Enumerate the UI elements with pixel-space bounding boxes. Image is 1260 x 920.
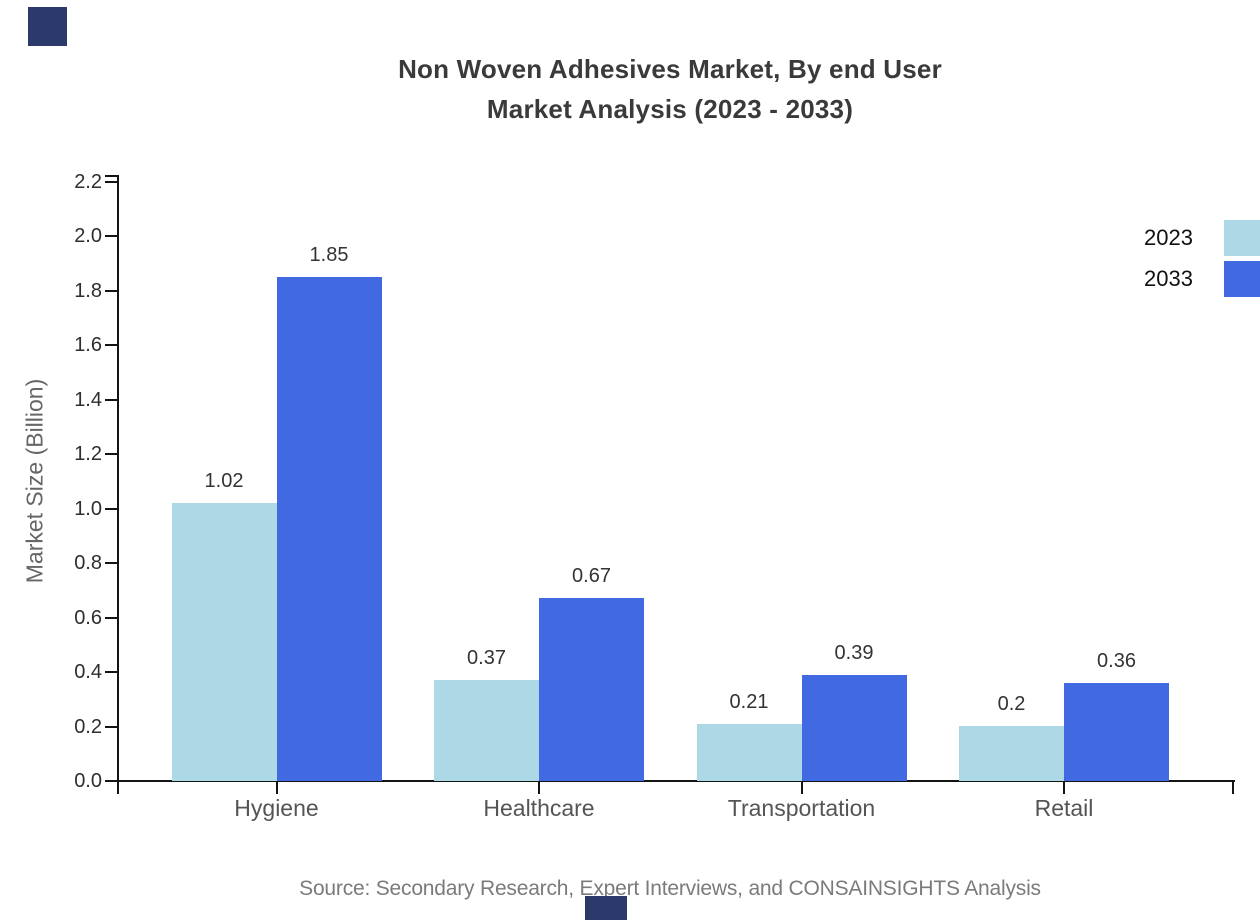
- bar-2023-healthcare: [434, 680, 539, 781]
- bar-value-label: 0.67: [572, 565, 611, 587]
- bar-value-label: 0.21: [729, 691, 769, 713]
- y-tick-mark: [105, 398, 117, 401]
- x-axis-line: [112, 780, 1235, 782]
- category-label: Retail: [1034, 795, 1094, 821]
- legend-swatch-2033: [1224, 261, 1260, 297]
- legend-item-2033: 2033: [1144, 261, 1260, 297]
- bar-value-label: 1.02: [204, 470, 244, 492]
- y-tick-label: 1.4: [74, 388, 102, 411]
- bar-value-label: 0.36: [1097, 650, 1136, 672]
- y-tick-mark: [105, 289, 117, 292]
- legend-item-2023: 2023: [1144, 220, 1260, 256]
- y-tick-mark: [105, 671, 117, 673]
- x-tick-mark: [800, 782, 803, 794]
- y-tick-mark: [105, 180, 117, 183]
- y-tick-label: 0.6: [74, 606, 102, 629]
- y-tick-mark: [105, 453, 117, 455]
- y-tick-mark: [105, 562, 117, 564]
- y-tick-label: 0.8: [74, 552, 102, 574]
- bar-value-label: 0.37: [467, 647, 506, 669]
- bar-2033-hygiene: [276, 277, 382, 781]
- bar-2023-transportation: [696, 724, 802, 781]
- y-tick-mark: [105, 725, 117, 728]
- y-tick-label: 1.2: [74, 443, 102, 465]
- bar-2033-transportation: [801, 675, 907, 781]
- source-note: Source: Secondary Research, Expert Inter…: [299, 877, 1041, 900]
- chart-title: Non Woven Adhesives Market, By end User …: [80, 49, 1260, 129]
- category-label: Healthcare: [483, 795, 595, 821]
- x-tick-mark: [538, 782, 540, 794]
- chart-title-line2: Market Analysis (2023 - 2033): [486, 94, 854, 124]
- y-tick-label: 0.0: [74, 770, 102, 792]
- legend-label-2023: 2023: [1144, 225, 1193, 250]
- legend: 2023 2033: [1144, 220, 1260, 302]
- legend-label-2033: 2033: [1144, 266, 1193, 291]
- y-tick-mark: [105, 344, 117, 346]
- x-tick-mark: [275, 782, 278, 794]
- category-label: Transportation: [727, 795, 876, 821]
- x-axis-end-tick: [1232, 780, 1234, 794]
- y-tick-label: 1.6: [74, 334, 102, 356]
- bar-2033-healthcare: [539, 598, 644, 781]
- decor-navy-square-bottom: [585, 896, 627, 920]
- bar-value-label: 1.85: [309, 244, 349, 266]
- bar-2023-hygiene: [171, 503, 277, 781]
- y-tick-mark: [105, 507, 117, 510]
- bar-value-label: 0.2: [997, 693, 1026, 715]
- category-label: Hygiene: [234, 795, 319, 821]
- y-tick-label: 1.0: [74, 497, 102, 520]
- chart-title-line1: Non Woven Adhesives Market, By end User: [398, 54, 942, 84]
- y-tick-label: 0.4: [74, 661, 102, 683]
- decor-navy-square-top-left: [28, 7, 67, 46]
- x-tick-mark: [1063, 782, 1065, 794]
- bar-2023-retail: [959, 726, 1064, 781]
- y-axis-line: [117, 175, 119, 794]
- y-tick-label: 1.8: [74, 279, 102, 302]
- y-tick-label: 2.0: [74, 225, 102, 247]
- y-tick-mark: [105, 616, 117, 619]
- y-axis-end-cap: [105, 175, 117, 177]
- bar-value-label: 0.39: [834, 642, 874, 664]
- y-tick-mark: [105, 235, 117, 237]
- bar-2033-retail: [1064, 683, 1169, 781]
- legend-swatch-2023: [1224, 220, 1260, 256]
- y-tick-label: 0.2: [74, 715, 102, 738]
- y-tick-mark: [105, 780, 117, 782]
- y-tick-label: 2.2: [74, 170, 102, 193]
